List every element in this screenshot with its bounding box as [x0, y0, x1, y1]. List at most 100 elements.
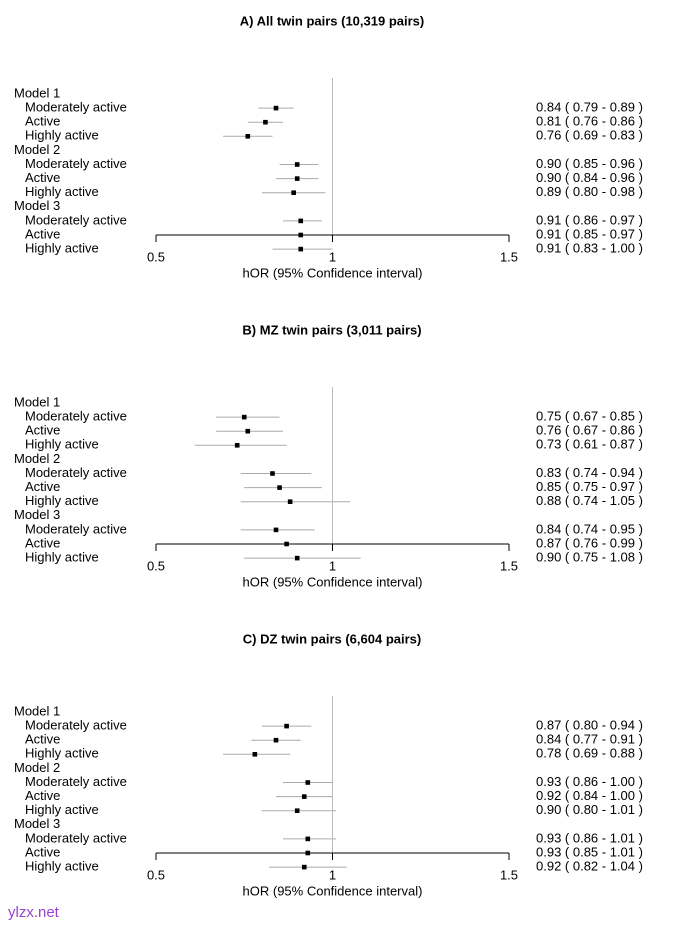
model-label: Model 2	[14, 142, 60, 157]
model-label: Model 3	[14, 816, 60, 831]
x-axis-label: hOR (95% Confidence interval)	[243, 574, 423, 589]
point-estimate	[305, 836, 311, 842]
panel-title: B) MZ twin pairs (3,011 pairs)	[242, 322, 421, 337]
point-estimate	[294, 162, 300, 167]
x-tick-label: 0.5	[147, 249, 165, 264]
panel-title: A) All twin pairs (10,319 pairs)	[240, 13, 424, 28]
row-label: Active	[25, 170, 60, 185]
estimate-text: 0.93 ( 0.85 - 1.01 )	[536, 844, 643, 859]
row-label: Moderately active	[25, 212, 127, 227]
point-estimate	[273, 737, 279, 743]
point-estimate	[301, 794, 307, 799]
x-tick-label: 1.5	[500, 558, 518, 573]
estimate-text: 0.76 ( 0.69 - 0.83 )	[536, 128, 643, 143]
x-tick-label: 0.5	[147, 558, 165, 573]
row-label: Active	[25, 788, 60, 803]
row-label: Highly active	[25, 241, 99, 256]
x-tick-label: 1	[329, 558, 336, 573]
point-estimate	[241, 414, 247, 420]
point-estimate	[305, 780, 311, 785]
model-label: Model 1	[14, 394, 60, 409]
x-tick-label: 1	[329, 867, 336, 882]
estimate-text: 0.90 ( 0.85 - 0.96 )	[536, 156, 643, 171]
point-estimate	[291, 190, 296, 195]
row-label: Active	[25, 535, 60, 550]
row-label: Highly active	[25, 802, 99, 817]
estimate-text: 0.81 ( 0.76 - 0.86 )	[536, 114, 643, 129]
estimate-text: 0.87 ( 0.76 - 0.99 )	[536, 535, 643, 550]
estimate-text: 0.91 ( 0.83 - 1.00 )	[536, 241, 643, 256]
x-tick-label: 0.5	[147, 867, 165, 882]
estimate-text: 0.87 ( 0.80 - 0.94 )	[536, 718, 643, 733]
estimate-text: 0.84 ( 0.74 - 0.95 )	[536, 521, 643, 536]
row-label: Active	[25, 114, 60, 129]
row-label: Active	[25, 423, 60, 438]
estimate-text: 0.90 ( 0.75 - 1.08 )	[536, 550, 643, 565]
estimate-text: 0.88 ( 0.74 - 1.05 )	[536, 493, 643, 508]
point-estimate	[294, 808, 300, 813]
x-axis-label: hOR (95% Confidence interval)	[243, 883, 423, 898]
estimate-text: 0.83 ( 0.74 - 0.94 )	[536, 465, 643, 480]
row-label: Moderately active	[25, 465, 127, 480]
model-label: Model 1	[14, 703, 60, 718]
point-estimate	[234, 443, 240, 448]
row-label: Moderately active	[25, 156, 127, 171]
panel-title: C) DZ twin pairs (6,604 pairs)	[243, 631, 421, 646]
estimate-text: 0.90 ( 0.84 - 0.96 )	[536, 170, 643, 185]
x-tick-label: 1.5	[500, 867, 518, 882]
point-estimate	[252, 752, 258, 757]
row-label: Moderately active	[25, 521, 127, 536]
estimate-text: 0.92 ( 0.82 - 1.04 )	[536, 859, 643, 874]
row-label: Active	[25, 479, 60, 494]
estimate-text: 0.93 ( 0.86 - 1.00 )	[536, 774, 643, 789]
point-estimate	[245, 134, 251, 139]
point-estimate	[284, 723, 289, 729]
model-label: Model 1	[14, 85, 60, 100]
point-estimate	[263, 119, 268, 125]
row-label: Highly active	[25, 493, 99, 508]
point-estimate	[270, 471, 275, 476]
model-label: Model 3	[14, 198, 60, 213]
point-estimate	[287, 499, 293, 504]
row-label: Highly active	[25, 128, 99, 143]
row-label: Active	[25, 732, 60, 747]
estimate-text: 0.93 ( 0.86 - 1.01 )	[536, 830, 643, 845]
row-label: Active	[25, 226, 60, 241]
x-tick-label: 1.5	[500, 249, 518, 264]
x-axis-label: hOR (95% Confidence interval)	[243, 265, 423, 280]
model-label: Model 2	[14, 760, 60, 775]
point-estimate	[273, 105, 279, 111]
estimate-text: 0.90 ( 0.80 - 1.01 )	[536, 802, 643, 817]
point-estimate	[298, 218, 304, 224]
model-label: Model 2	[14, 451, 60, 466]
row-label: Active	[25, 844, 60, 859]
estimate-text: 0.78 ( 0.69 - 0.88 )	[536, 746, 643, 761]
row-label: Moderately active	[25, 409, 127, 424]
estimate-text: 0.85 ( 0.75 - 0.97 )	[536, 479, 643, 494]
estimate-text: 0.73 ( 0.61 - 0.87 )	[536, 437, 643, 452]
estimate-text: 0.75 ( 0.67 - 0.85 )	[536, 409, 643, 424]
row-label: Highly active	[25, 184, 99, 199]
point-estimate	[294, 555, 300, 561]
row-label: Moderately active	[25, 718, 127, 733]
row-label: Highly active	[25, 746, 99, 761]
row-label: Highly active	[25, 859, 99, 874]
point-estimate	[294, 176, 300, 181]
point-estimate	[273, 527, 279, 533]
estimate-text: 0.84 ( 0.77 - 0.91 )	[536, 732, 643, 747]
estimate-text: 0.91 ( 0.86 - 0.97 )	[536, 212, 643, 227]
point-estimate	[245, 428, 251, 434]
estimate-text: 0.92 ( 0.84 - 1.00 )	[536, 788, 643, 803]
estimate-text: 0.89 ( 0.80 - 0.98 )	[536, 184, 643, 199]
point-estimate	[301, 864, 307, 870]
watermark-text: ylzx.net	[8, 904, 59, 921]
row-label: Highly active	[25, 437, 99, 452]
row-label: Moderately active	[25, 774, 127, 789]
row-label: Moderately active	[25, 100, 127, 115]
model-label: Model 3	[14, 507, 60, 522]
row-label: Moderately active	[25, 830, 127, 845]
estimate-text: 0.76 ( 0.67 - 0.86 )	[536, 423, 643, 438]
row-label: Highly active	[25, 550, 99, 565]
x-tick-label: 1	[329, 249, 336, 264]
